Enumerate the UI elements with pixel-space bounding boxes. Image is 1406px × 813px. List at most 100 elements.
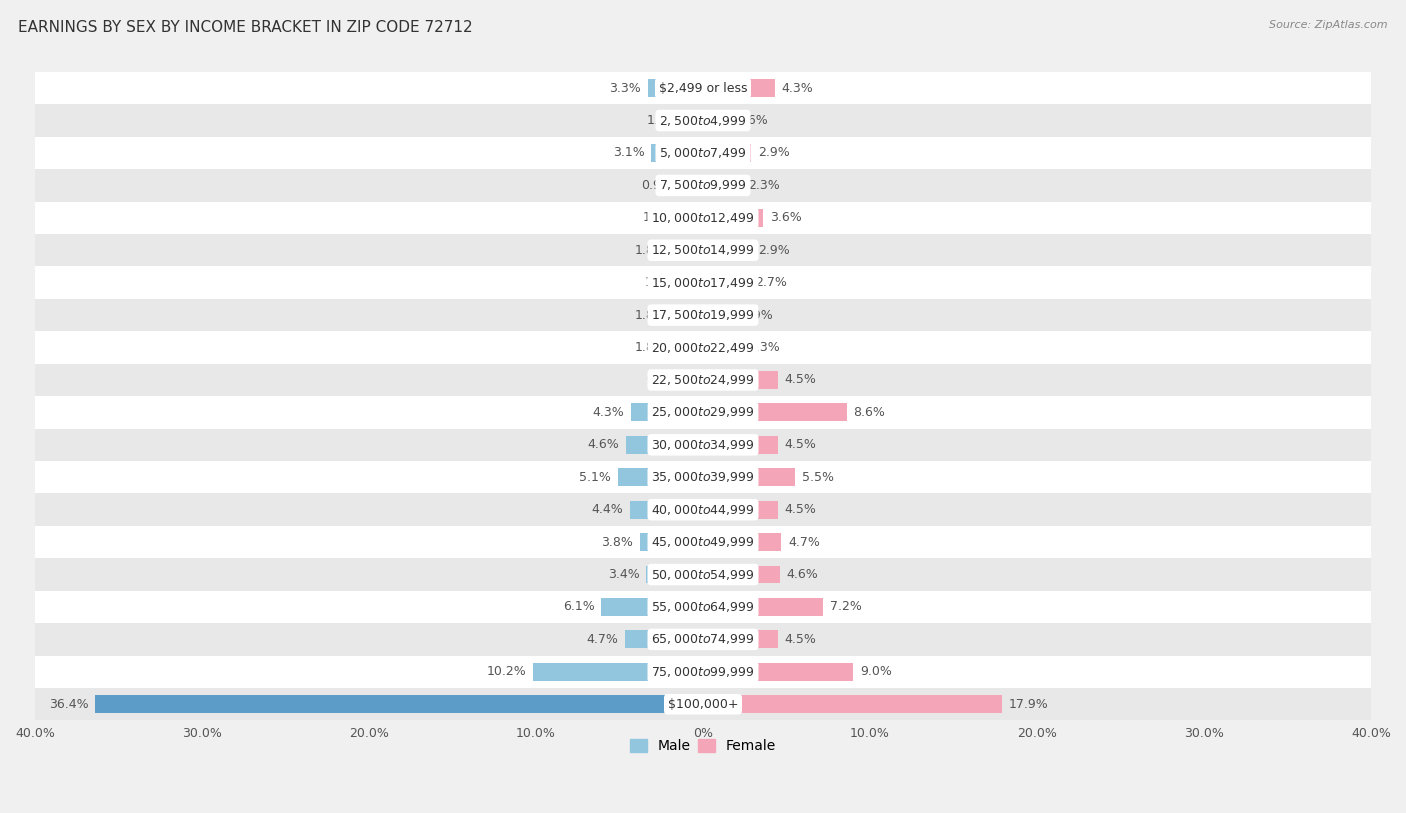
Text: $5,000 to $7,499: $5,000 to $7,499	[659, 146, 747, 160]
Bar	[35, 688, 1371, 720]
Bar	[35, 461, 1371, 493]
Text: 2.9%: 2.9%	[758, 244, 790, 257]
Text: $75,000 to $99,999: $75,000 to $99,999	[651, 665, 755, 679]
Bar	[602, 598, 703, 616]
Text: 3.6%: 3.6%	[770, 211, 801, 224]
Bar	[685, 111, 703, 129]
Text: $65,000 to $74,999: $65,000 to $74,999	[651, 633, 755, 646]
Text: 4.5%: 4.5%	[785, 633, 817, 646]
Bar	[35, 591, 1371, 624]
Bar	[703, 566, 780, 584]
Bar	[35, 493, 1371, 526]
Bar	[682, 209, 703, 227]
Text: 5.1%: 5.1%	[579, 471, 612, 484]
Text: 3.8%: 3.8%	[600, 536, 633, 549]
Bar	[703, 79, 775, 97]
Text: 4.7%: 4.7%	[789, 536, 820, 549]
Text: 3.1%: 3.1%	[613, 146, 644, 159]
Bar	[703, 501, 778, 519]
Text: $30,000 to $34,999: $30,000 to $34,999	[651, 438, 755, 452]
Bar	[703, 371, 778, 389]
Text: 2.9%: 2.9%	[758, 146, 790, 159]
Text: $50,000 to $54,999: $50,000 to $54,999	[651, 567, 755, 581]
Bar	[35, 428, 1371, 461]
Bar	[703, 274, 748, 292]
Text: 4.3%: 4.3%	[593, 406, 624, 419]
Bar	[703, 307, 735, 324]
Text: EARNINGS BY SEX BY INCOME BRACKET IN ZIP CODE 72712: EARNINGS BY SEX BY INCOME BRACKET IN ZIP…	[18, 20, 472, 35]
Text: 4.3%: 4.3%	[782, 81, 813, 94]
Text: 2.7%: 2.7%	[755, 276, 786, 289]
Text: $25,000 to $29,999: $25,000 to $29,999	[651, 406, 755, 420]
Bar	[35, 104, 1371, 137]
Bar	[703, 339, 741, 356]
Text: 1.1%: 1.1%	[647, 114, 678, 127]
Bar	[703, 533, 782, 551]
Bar	[703, 663, 853, 680]
Bar	[703, 631, 778, 648]
Bar	[693, 371, 703, 389]
Bar	[35, 526, 1371, 559]
Bar	[626, 436, 703, 454]
Text: 4.5%: 4.5%	[785, 373, 817, 386]
Text: 1.6%: 1.6%	[737, 114, 768, 127]
Bar	[651, 144, 703, 162]
Bar	[630, 501, 703, 519]
Text: 1.3%: 1.3%	[643, 211, 675, 224]
Text: 3.4%: 3.4%	[607, 568, 640, 581]
Bar	[703, 241, 751, 259]
Text: $17,500 to $19,999: $17,500 to $19,999	[651, 308, 755, 322]
Bar	[35, 396, 1371, 428]
Bar	[640, 533, 703, 551]
Bar	[35, 137, 1371, 169]
Text: 6.1%: 6.1%	[562, 601, 595, 614]
Text: 5.5%: 5.5%	[801, 471, 834, 484]
Text: 9.0%: 9.0%	[860, 665, 891, 678]
Text: $2,500 to $4,999: $2,500 to $4,999	[659, 114, 747, 128]
Text: 1.9%: 1.9%	[741, 309, 773, 322]
Bar	[35, 234, 1371, 267]
Text: $100,000+: $100,000+	[668, 698, 738, 711]
Text: 7.2%: 7.2%	[830, 601, 862, 614]
Text: $35,000 to $39,999: $35,000 to $39,999	[651, 470, 755, 485]
Bar	[533, 663, 703, 680]
Bar	[617, 468, 703, 486]
Text: 4.5%: 4.5%	[785, 438, 817, 451]
Text: 4.5%: 4.5%	[785, 503, 817, 516]
Text: $12,500 to $14,999: $12,500 to $14,999	[651, 243, 755, 257]
Text: $55,000 to $64,999: $55,000 to $64,999	[651, 600, 755, 614]
Bar	[631, 403, 703, 421]
Bar	[96, 695, 703, 713]
Text: 1.2%: 1.2%	[644, 276, 676, 289]
Bar	[703, 403, 846, 421]
Bar	[703, 468, 794, 486]
Text: $22,500 to $24,999: $22,500 to $24,999	[651, 373, 755, 387]
Text: 4.4%: 4.4%	[591, 503, 623, 516]
Text: 36.4%: 36.4%	[49, 698, 89, 711]
Bar	[35, 332, 1371, 363]
Bar	[703, 209, 763, 227]
Bar	[35, 655, 1371, 688]
Bar	[703, 436, 778, 454]
Text: Source: ZipAtlas.com: Source: ZipAtlas.com	[1270, 20, 1388, 30]
Text: 0.63%: 0.63%	[645, 373, 686, 386]
Bar	[647, 566, 703, 584]
Bar	[703, 144, 751, 162]
Text: $7,500 to $9,999: $7,500 to $9,999	[659, 178, 747, 193]
Bar	[683, 274, 703, 292]
Bar	[35, 624, 1371, 655]
Text: $20,000 to $22,499: $20,000 to $22,499	[651, 341, 755, 354]
Text: 8.6%: 8.6%	[853, 406, 886, 419]
Bar	[35, 202, 1371, 234]
Text: 4.6%: 4.6%	[786, 568, 818, 581]
Bar	[35, 363, 1371, 396]
Bar	[703, 111, 730, 129]
Text: $15,000 to $17,499: $15,000 to $17,499	[651, 276, 755, 289]
Text: 0.92%: 0.92%	[641, 179, 681, 192]
Text: $10,000 to $12,499: $10,000 to $12,499	[651, 211, 755, 225]
Text: 2.3%: 2.3%	[748, 179, 780, 192]
Text: 17.9%: 17.9%	[1008, 698, 1049, 711]
Bar	[35, 267, 1371, 299]
Text: 1.8%: 1.8%	[634, 341, 666, 354]
Text: 3.3%: 3.3%	[609, 81, 641, 94]
